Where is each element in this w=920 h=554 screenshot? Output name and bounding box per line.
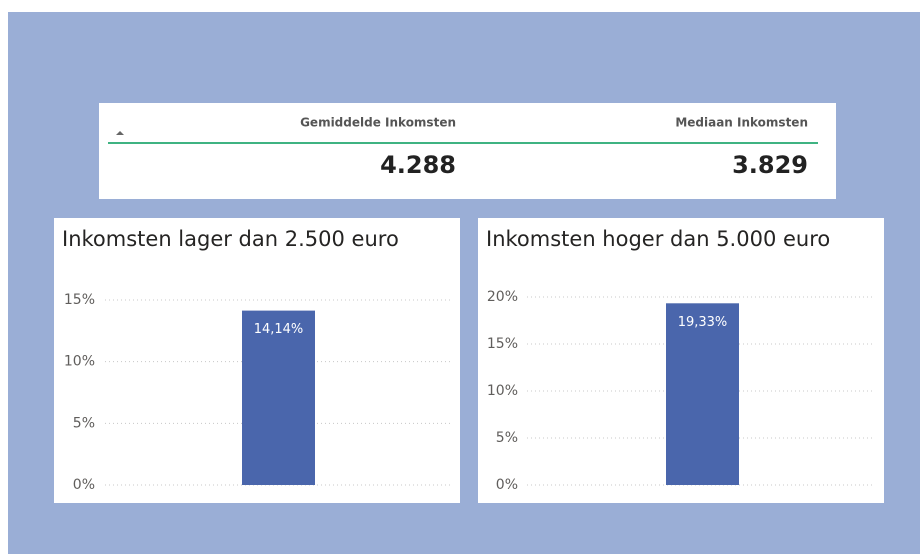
y-tick-label: 10% — [64, 354, 95, 370]
y-tick-label: 10% — [487, 383, 518, 399]
chart-title: Inkomsten hoger dan 5.000 euro — [486, 227, 830, 251]
sort-arrow[interactable] — [116, 131, 124, 135]
y-tick-label: 5% — [73, 415, 95, 431]
kpi-value: 4.288 — [380, 151, 456, 179]
bar — [666, 303, 739, 485]
column-header[interactable]: Gemiddelde Inkomsten — [300, 116, 456, 130]
y-tick-label: 0% — [496, 477, 518, 493]
data-label: 14,14% — [254, 322, 304, 337]
column-header[interactable]: Mediaan Inkomsten — [675, 116, 808, 130]
y-tick-label: 15% — [487, 336, 518, 352]
y-tick-label: 15% — [64, 292, 95, 308]
bar — [242, 310, 315, 485]
y-tick-label: 20% — [487, 289, 518, 305]
chart-title: Inkomsten lager dan 2.500 euro — [62, 227, 399, 251]
kpi-card — [99, 103, 836, 199]
kpi-value: 3.829 — [732, 151, 808, 179]
y-tick-label: 0% — [73, 477, 95, 493]
y-tick-label: 5% — [496, 430, 518, 446]
data-label: 19,33% — [678, 315, 728, 330]
